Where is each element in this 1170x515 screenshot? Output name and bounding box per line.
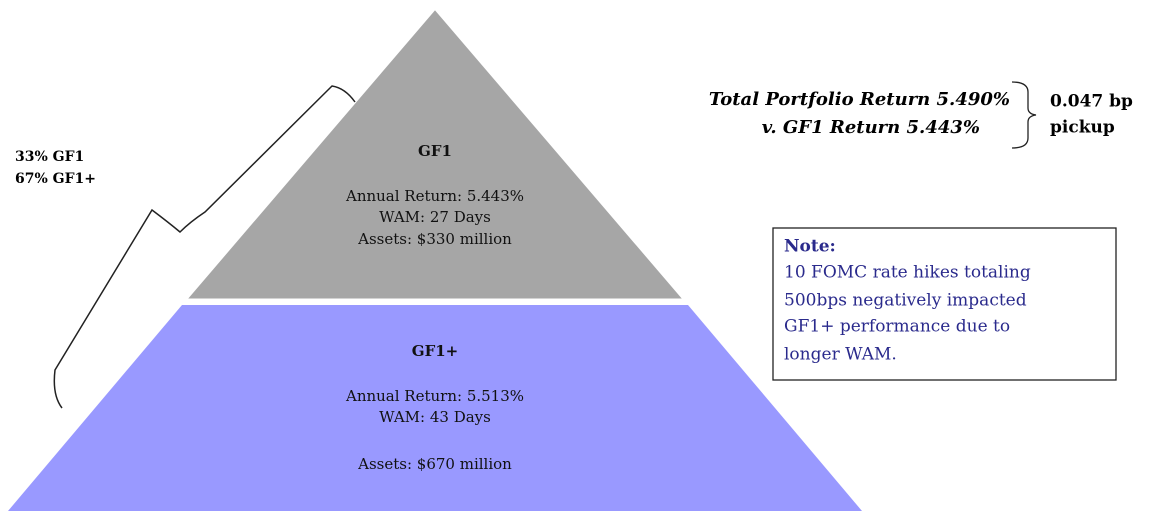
bracket (1011, 81, 1037, 149)
tier-label: GF1 (418, 142, 452, 160)
tier-label: GF1+ (412, 342, 458, 360)
tier-wam: WAM: 27 Days (379, 208, 491, 226)
note-line: 10 FOMC rate hikes totaling (784, 263, 1031, 283)
note-line: longer WAM. (784, 345, 897, 365)
pickup: 0.047 bp (1050, 92, 1133, 112)
tier-wam: WAM: 43 Days (379, 408, 491, 426)
bottom-tier (8, 305, 862, 511)
note-line: 500bps negatively impacted (784, 291, 1027, 311)
allocation-label: 33% GF1 (15, 149, 84, 165)
note-title: Note: (784, 237, 836, 257)
comparison-line: v. GF1 Return 5.443% (762, 117, 980, 138)
tier-assets: Assets: $330 million (357, 230, 512, 248)
note-box (772, 227, 1117, 381)
tier-return: Annual Return: 5.513% (345, 387, 524, 405)
note-line: GF1+ performance due to (784, 317, 1010, 337)
allocation-label: 67% GF1+ (15, 171, 96, 187)
brace (53, 85, 356, 409)
tier-assets: Assets: $670 million (357, 455, 512, 473)
comparison-line: Total Portfolio Return 5.490% (709, 89, 1010, 110)
pickup: pickup (1050, 118, 1115, 138)
top-tier (181, 5, 689, 302)
tier-return: Annual Return: 5.443% (345, 187, 524, 205)
